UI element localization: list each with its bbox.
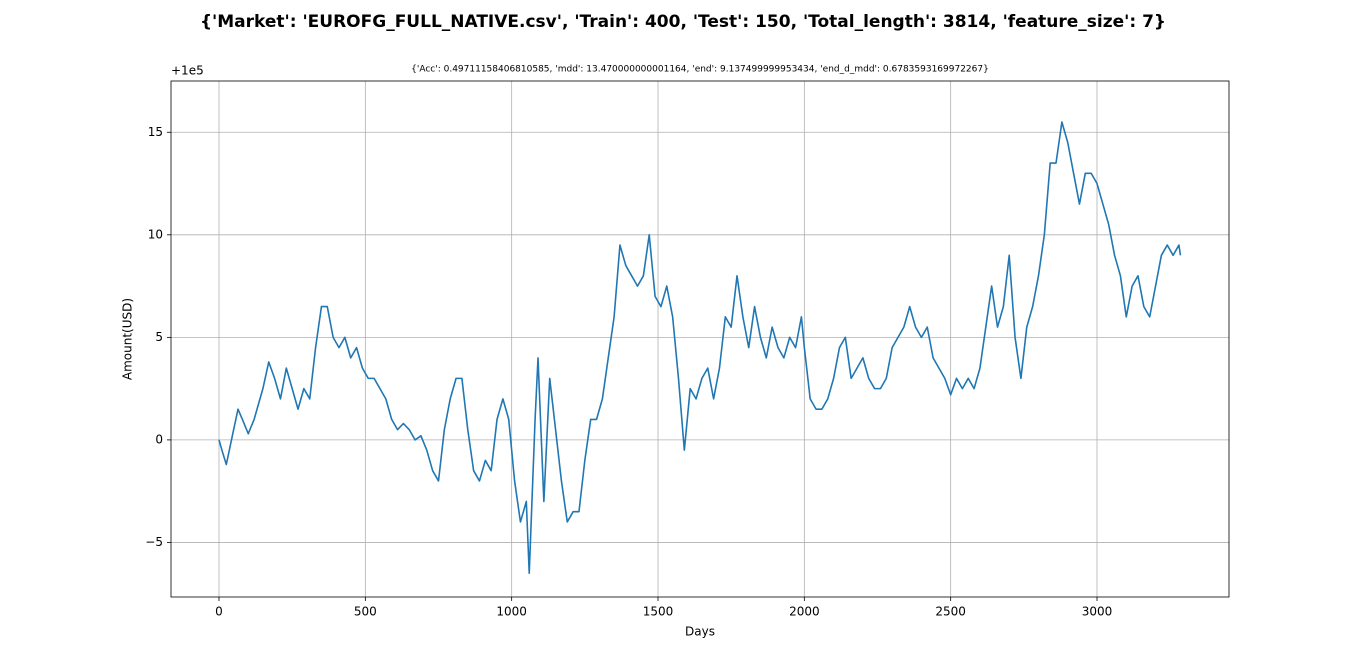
data-line: [218, 121, 1182, 575]
y-tick-label: 5: [155, 330, 163, 344]
y-tick-label: 15: [148, 125, 163, 139]
y-axis-label: Amount(USD): [121, 298, 135, 380]
chart-title: {'Market': 'EUROFG_FULL_NATIVE.csv', 'Tr…: [200, 12, 1166, 32]
x-axis-label: Days: [685, 625, 715, 639]
x-tick-label: 2000: [789, 605, 820, 619]
x-tick-label: 500: [354, 605, 377, 619]
x-tick-label: 1000: [496, 605, 527, 619]
y-tick-label: 10: [148, 227, 163, 241]
y-offset-label: +1e5: [171, 64, 204, 78]
plot-frame: [170, 80, 1230, 598]
x-tick-label: 1500: [643, 605, 674, 619]
chart-subtitle: {'Acc': 0.49711158406810585, 'mdd': 13.4…: [411, 65, 989, 75]
x-tick-label: 2500: [935, 605, 966, 619]
x-tick-label: 3000: [1082, 605, 1113, 619]
y-tick-label: −5: [145, 535, 163, 549]
x-tick-label: 0: [215, 605, 223, 619]
y-tick-label: 0: [155, 432, 163, 446]
